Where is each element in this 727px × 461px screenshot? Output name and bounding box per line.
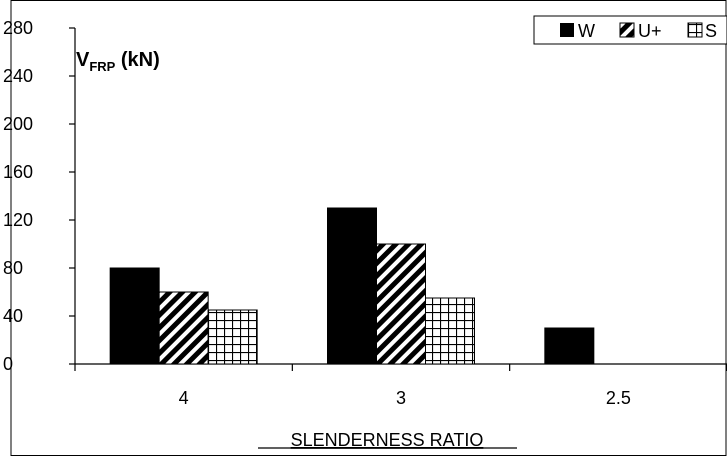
y-tick-label: 40 xyxy=(3,306,23,326)
y-tick-label: 0 xyxy=(3,354,13,374)
bar-s-4 xyxy=(207,309,258,365)
bar-w-2_5 xyxy=(544,327,595,365)
bar-u-4 xyxy=(158,291,209,365)
legend-swatch-u xyxy=(619,22,635,38)
bar-w-4 xyxy=(109,267,160,365)
x-axis: 4 3 2.5 xyxy=(74,363,727,408)
bar-w-3 xyxy=(327,207,377,365)
x-axis-label: SLENDERNESS RATIO xyxy=(291,430,484,450)
y-axis-label-sub: FRP xyxy=(89,59,115,74)
legend-label-u: U+ xyxy=(638,21,662,41)
x-tick-label: 2.5 xyxy=(606,388,631,408)
y-tick-label: 240 xyxy=(3,66,33,86)
y-axis-label-main: V xyxy=(76,49,90,71)
legend-label-w: W xyxy=(578,21,595,41)
x-tick-label: 4 xyxy=(179,388,189,408)
legend: W U+ S xyxy=(533,15,727,45)
y-axis: 0 40 80 120 160 200 240 280 xyxy=(3,18,76,374)
x-tick-label: 3 xyxy=(396,388,406,408)
bars xyxy=(109,207,595,365)
y-tick-label: 80 xyxy=(3,258,23,278)
y-tick-label: 280 xyxy=(3,18,33,38)
y-axis-label-unit: (kN) xyxy=(115,49,159,71)
legend-label-s: S xyxy=(705,21,717,41)
y-axis-label: VFRP (kN) xyxy=(76,49,160,74)
y-tick-label: 120 xyxy=(3,210,33,230)
bar-u-3 xyxy=(376,243,426,365)
legend-swatch-s xyxy=(687,22,703,38)
bar-s-3 xyxy=(425,297,475,365)
legend-swatch-w xyxy=(560,23,574,37)
y-tick-label: 200 xyxy=(3,114,33,134)
y-tick-label: 160 xyxy=(3,162,33,182)
